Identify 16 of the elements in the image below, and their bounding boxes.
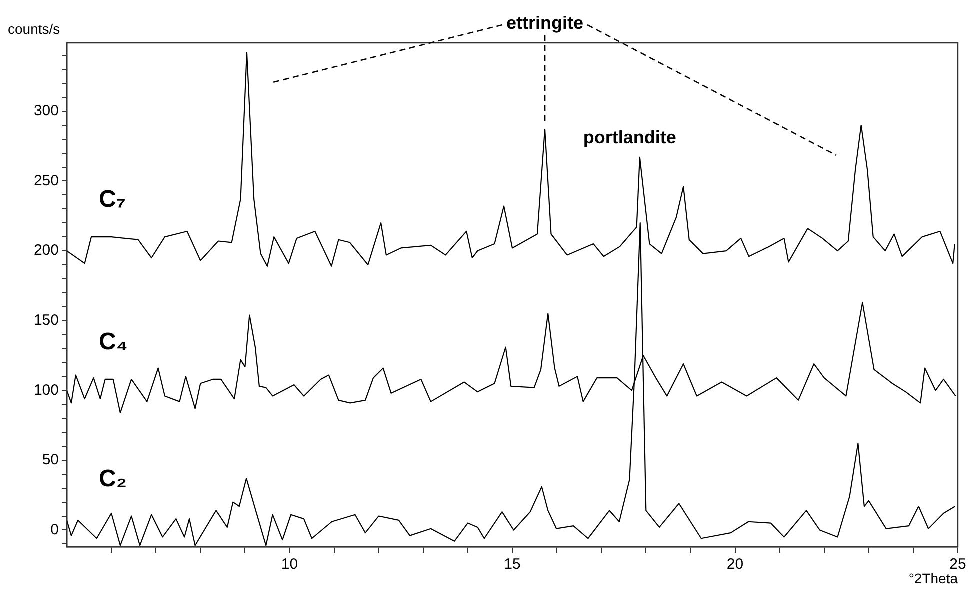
- x-tick-label: 10: [281, 556, 298, 574]
- y-axis-title: counts/s: [8, 20, 60, 37]
- y-tick-label: 50: [42, 452, 59, 469]
- y-tick-label: 300: [34, 102, 59, 120]
- series-label: C₂: [99, 465, 127, 492]
- y-tick-label: 150: [34, 312, 59, 329]
- y-tick-label: 100: [34, 382, 59, 399]
- x-tick-label: 20: [726, 556, 744, 574]
- y-tick-label: 250: [34, 172, 59, 190]
- y-tick-label: 200: [34, 242, 59, 260]
- series-label: C₇: [99, 186, 126, 214]
- series-label: C₄: [99, 328, 128, 356]
- annotation: ettringite: [506, 13, 584, 33]
- x-tick-label: 15: [504, 556, 521, 574]
- y-tick-label: 0: [50, 521, 59, 538]
- annotation: portlandite: [583, 127, 676, 148]
